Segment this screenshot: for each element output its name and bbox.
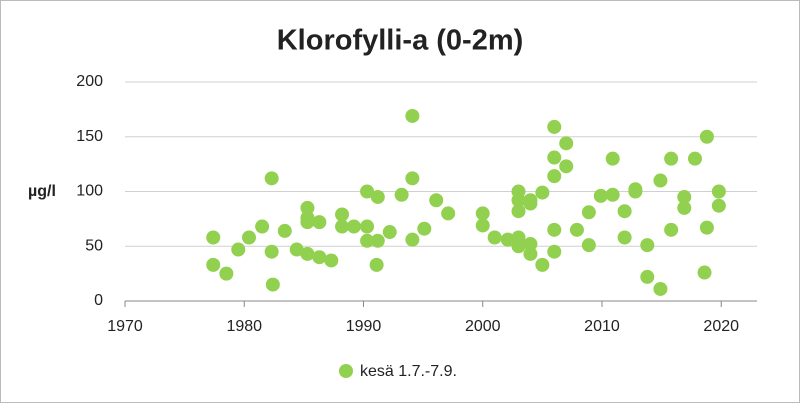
point (547, 169, 562, 184)
point (640, 238, 655, 253)
point (699, 129, 714, 144)
point (370, 189, 385, 204)
point (547, 244, 562, 259)
point (335, 207, 350, 222)
point (206, 230, 221, 245)
point (697, 265, 712, 280)
x-tick-label: 2000 (465, 318, 501, 335)
point (559, 136, 574, 151)
point (265, 277, 280, 292)
point (511, 204, 526, 219)
x-tick-label: 1970 (107, 318, 143, 335)
point (475, 206, 490, 221)
point (559, 159, 574, 174)
point (664, 222, 679, 237)
point (417, 221, 432, 236)
point (687, 151, 702, 166)
point (405, 171, 420, 186)
point (569, 222, 584, 237)
point (231, 242, 246, 257)
point (405, 232, 420, 247)
point (429, 193, 444, 208)
point (405, 108, 420, 123)
point (360, 184, 375, 199)
point (581, 238, 596, 253)
point (593, 188, 608, 203)
point (547, 119, 562, 134)
point (653, 173, 668, 188)
point (511, 239, 526, 254)
point (264, 171, 279, 186)
point (324, 253, 339, 268)
point (699, 220, 714, 235)
point (523, 196, 538, 211)
y-axis-label: µg/l (28, 183, 56, 200)
y-tick-label: 200 (76, 73, 103, 90)
point (475, 218, 490, 233)
point (369, 257, 384, 272)
point (535, 185, 550, 200)
x-tick-label: 2010 (584, 318, 620, 335)
point (523, 246, 538, 261)
point (523, 237, 538, 252)
point (677, 189, 692, 204)
point (617, 230, 632, 245)
chart-title: Klorofylli-a (0-2m) (277, 25, 524, 57)
point (653, 281, 668, 296)
legend-label: kesä 1.7.-7.9. (360, 363, 457, 380)
point (360, 219, 375, 234)
point (640, 269, 655, 284)
point (711, 198, 726, 213)
legend-marker (339, 364, 353, 378)
point (664, 151, 679, 166)
y-tick-label: 0 (94, 292, 103, 309)
point (277, 223, 292, 238)
point (535, 257, 550, 272)
point (346, 219, 361, 234)
point (394, 187, 409, 202)
point (300, 200, 315, 215)
point (335, 219, 350, 234)
point (617, 204, 632, 219)
y-tick-label: 50 (85, 237, 103, 254)
point (547, 150, 562, 165)
x-tick-label: 1980 (226, 318, 262, 335)
point (441, 206, 456, 221)
point (289, 242, 304, 257)
x-tick-label: 2020 (703, 318, 739, 335)
point (511, 193, 526, 208)
point (547, 222, 562, 237)
point (677, 200, 692, 215)
x-tick-label: 1990 (346, 318, 382, 335)
point (255, 219, 270, 234)
point (219, 266, 234, 281)
point (206, 257, 221, 272)
point (312, 250, 327, 265)
point (264, 244, 279, 259)
point (370, 233, 385, 248)
point (382, 225, 397, 240)
y-tick-label: 100 (76, 183, 103, 200)
point (711, 184, 726, 199)
point (605, 187, 620, 202)
point (312, 215, 327, 230)
point (242, 230, 257, 245)
point (628, 184, 643, 199)
point (300, 215, 315, 230)
point (300, 246, 315, 261)
point (581, 205, 596, 220)
point (500, 232, 515, 247)
point (360, 233, 375, 248)
y-tick-label: 150 (76, 128, 103, 145)
point (605, 151, 620, 166)
point (487, 230, 502, 245)
